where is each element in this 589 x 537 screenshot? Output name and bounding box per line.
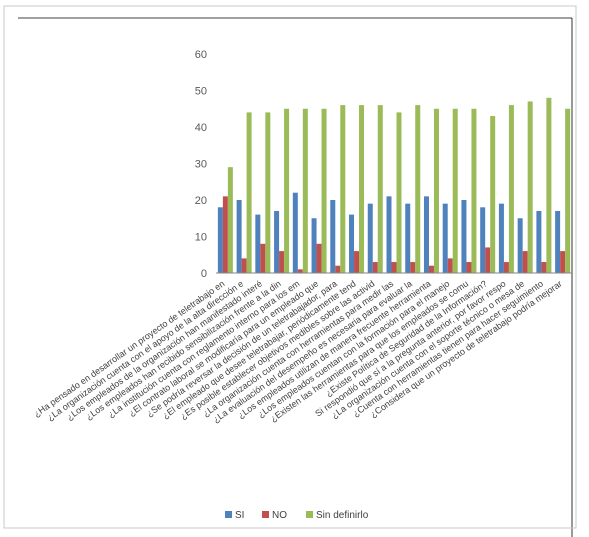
bar-no bbox=[466, 262, 472, 273]
bar-no bbox=[279, 251, 285, 273]
bar-sin-definirlo bbox=[490, 116, 496, 273]
bar-si bbox=[292, 192, 298, 273]
legend-swatch-no bbox=[262, 511, 269, 518]
bar-no bbox=[485, 247, 491, 273]
legend-label: Sin definirlo bbox=[316, 510, 369, 521]
bar-no bbox=[297, 269, 303, 273]
bar-sin-definirlo bbox=[433, 108, 439, 273]
bar-no bbox=[354, 251, 360, 273]
bar-sin-definirlo bbox=[527, 101, 533, 273]
y-tick-label: 50 bbox=[195, 86, 207, 98]
y-tick-label: 40 bbox=[195, 122, 207, 134]
bar-sin-definirlo bbox=[377, 105, 383, 273]
bar-si bbox=[536, 210, 542, 273]
bar-si bbox=[217, 207, 223, 273]
bar-si bbox=[349, 214, 355, 273]
bar-si bbox=[367, 203, 373, 273]
legend-swatch-si bbox=[225, 511, 232, 518]
legend-swatch-sin-definirlo bbox=[306, 511, 313, 518]
bar-sin-definirlo bbox=[452, 108, 458, 273]
bar-sin-definirlo bbox=[471, 108, 477, 273]
y-tick-label: 20 bbox=[195, 195, 207, 207]
bar-sin-definirlo bbox=[508, 105, 514, 273]
bar-no bbox=[335, 265, 341, 273]
bar-si bbox=[405, 203, 411, 273]
y-axis: 0 10 20 30 40 50 60 bbox=[195, 49, 207, 280]
bar-sin-definirlo bbox=[565, 108, 571, 273]
bars-group bbox=[217, 97, 571, 274]
y-tick-label: 10 bbox=[195, 232, 207, 244]
bar-si bbox=[480, 207, 486, 273]
bar-sin-definirlo bbox=[415, 105, 421, 273]
bar-no bbox=[522, 251, 528, 273]
bar-sin-definirlo bbox=[340, 105, 346, 273]
chart-area-border bbox=[3, 5, 577, 529]
legend: SI NO Sin definirlo bbox=[225, 510, 369, 521]
bar-sin-definirlo bbox=[227, 167, 233, 273]
bar-sin-definirlo bbox=[246, 112, 252, 274]
x-axis-labels: ¿Ha pensado en desarrollar un proyecto d… bbox=[32, 278, 564, 425]
bar-si bbox=[386, 196, 392, 273]
bar-si bbox=[255, 214, 261, 273]
bar-no bbox=[260, 243, 266, 273]
bar-si bbox=[330, 200, 336, 273]
bar-si bbox=[236, 200, 242, 273]
bar-no bbox=[372, 262, 378, 273]
bar-si bbox=[498, 203, 504, 273]
y-tick-label: 0 bbox=[201, 268, 207, 280]
bar-sin-definirlo bbox=[265, 112, 271, 274]
bar-si bbox=[274, 210, 280, 273]
bar-no bbox=[222, 196, 228, 273]
bar-si bbox=[311, 218, 317, 273]
legend-label: SI bbox=[235, 510, 244, 521]
bar-no bbox=[428, 265, 434, 273]
y-tick-label: 60 bbox=[195, 49, 207, 61]
bar-no bbox=[316, 243, 322, 273]
bar-sin-definirlo bbox=[284, 108, 290, 273]
bar-si bbox=[442, 203, 448, 273]
bar-sin-definirlo bbox=[302, 108, 308, 273]
bar-no bbox=[503, 262, 509, 273]
bar-sin-definirlo bbox=[396, 112, 402, 274]
bar-no bbox=[560, 251, 566, 273]
bar-no bbox=[391, 262, 397, 273]
bar-no bbox=[541, 262, 547, 273]
bar-no bbox=[447, 258, 453, 273]
legend-label: NO bbox=[272, 510, 287, 521]
y-tick-label: 30 bbox=[195, 159, 207, 171]
bar-si bbox=[517, 218, 523, 273]
bar-si bbox=[423, 196, 429, 273]
bar-si bbox=[461, 200, 467, 273]
bar-si bbox=[555, 210, 561, 273]
bar-sin-definirlo bbox=[546, 97, 552, 273]
bar-no bbox=[241, 258, 247, 273]
bar-sin-definirlo bbox=[321, 108, 327, 273]
bar-sin-definirlo bbox=[359, 105, 365, 273]
bar-no bbox=[410, 262, 416, 273]
